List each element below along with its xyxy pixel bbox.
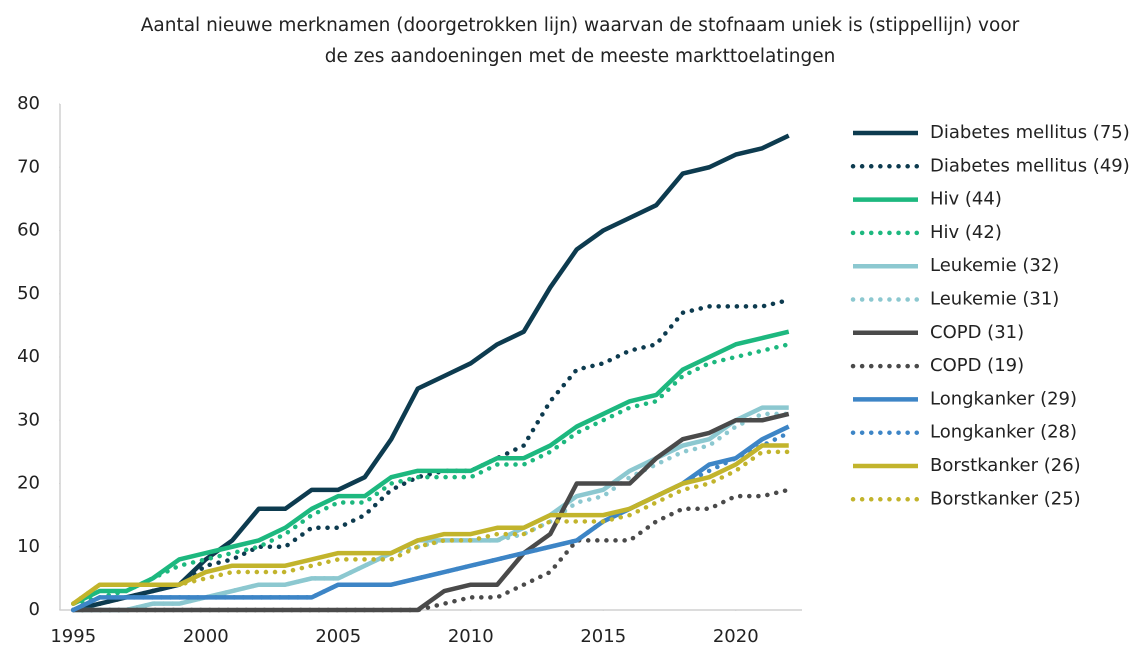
series-line	[71, 443, 789, 606]
legend-label: Leukemie (32)	[930, 255, 1059, 276]
y-tick-label: 70	[17, 156, 40, 177]
x-tick-label: 2010	[448, 626, 494, 647]
legend-label: COPD (19)	[930, 355, 1024, 376]
chart-title: Aantal nieuwe merknamen (doorgetrokken l…	[140, 15, 1020, 67]
series-line	[71, 449, 791, 606]
legend-label: Longkanker (29)	[930, 388, 1077, 409]
legend-label: Diabetes mellitus (49)	[930, 155, 1130, 176]
series-line	[71, 411, 791, 613]
legend-label: Leukemie (31)	[930, 289, 1059, 310]
series-line	[71, 487, 791, 613]
legend-label: Hiv (44)	[930, 189, 1002, 210]
series-line	[72, 133, 790, 613]
y-tick-label: 30	[17, 409, 40, 430]
x-tick-label: 2020	[713, 626, 759, 647]
legend-label: Hiv (42)	[930, 222, 1002, 243]
y-tick-label: 50	[17, 283, 40, 304]
legend-label: Borstkanker (25)	[930, 488, 1081, 509]
series-line	[72, 329, 790, 606]
x-tick-label: 2000	[183, 626, 229, 647]
x-tick-label: 2005	[315, 626, 361, 647]
legend-label: Diabetes mellitus (75)	[930, 122, 1130, 143]
y-tick-label: 60	[17, 220, 40, 241]
series-line	[71, 297, 791, 613]
legend-label: Longkanker (28)	[930, 422, 1077, 443]
y-tick-label: 0	[29, 599, 40, 620]
y-tick-label: 40	[17, 346, 40, 367]
y-tick-label: 80	[17, 93, 40, 114]
y-tick-label: 20	[17, 473, 40, 494]
x-tick-label: 1995	[50, 626, 96, 647]
x-tick-label: 2015	[580, 626, 626, 647]
legend-label: Borstkanker (26)	[930, 455, 1081, 476]
y-tick-label: 10	[17, 536, 40, 557]
legend-label: COPD (31)	[930, 322, 1024, 343]
series-line	[71, 342, 791, 606]
